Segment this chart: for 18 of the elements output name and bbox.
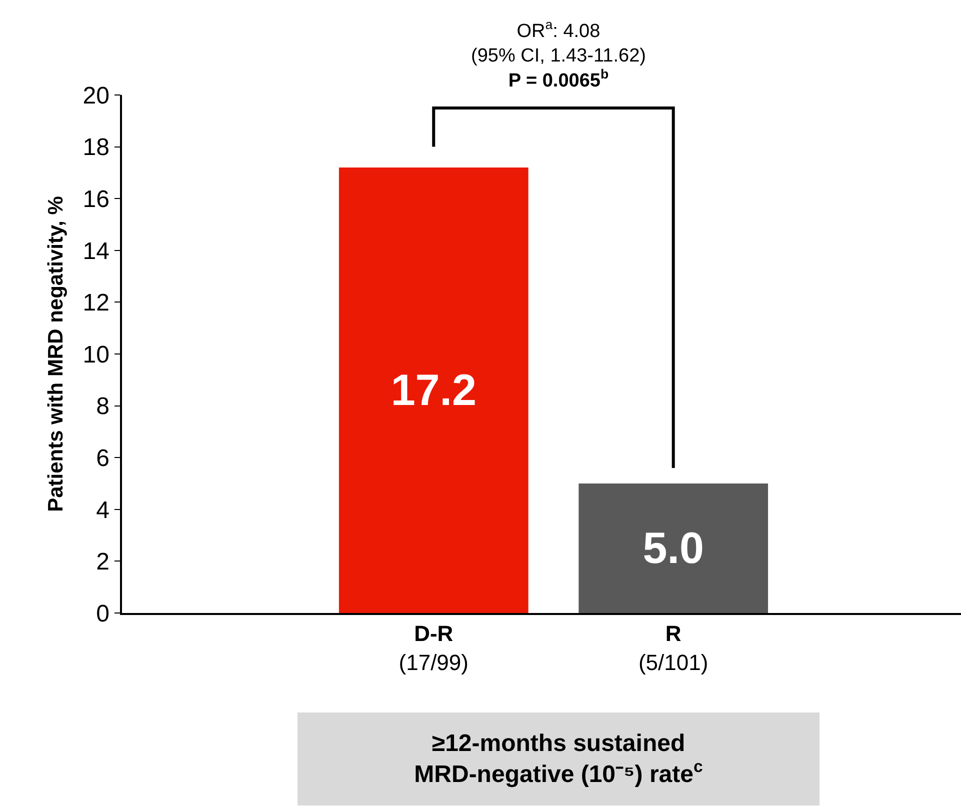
y-tick-label: 18 [82, 134, 110, 162]
y-tick-label: 16 [82, 186, 110, 213]
text: OR$^{a}$: 4.08 (95% CI, 1.43-11.62) P = 0.0065$^{b}$ [471, 17, 646, 92]
y-tick-label: 4 [96, 496, 110, 524]
text: ≥12-months sustained MRD-negative (10⁻⁵) rate$^{c}$ [414, 730, 703, 788]
y-tick-label: 6 [96, 445, 110, 472]
y-axis-title: Patients with MRD negativity, % [44, 196, 68, 512]
y-tick-label: 12 [82, 290, 110, 317]
y-tick-label: 8 [96, 393, 110, 420]
y-tick-label: 2 [96, 548, 110, 576]
y-tick-label: 20 [82, 82, 110, 110]
y-tick-label: 14 [82, 238, 110, 265]
y-tick-label: 0 [96, 600, 110, 628]
x-tick-label: D-R (17/99) [398, 621, 468, 675]
x-tick-label: R (5/101) [638, 621, 708, 675]
data-label: 5.0 [642, 524, 704, 573]
y-tick-label: 10 [82, 341, 110, 368]
data-label: 17.2 [390, 366, 476, 415]
